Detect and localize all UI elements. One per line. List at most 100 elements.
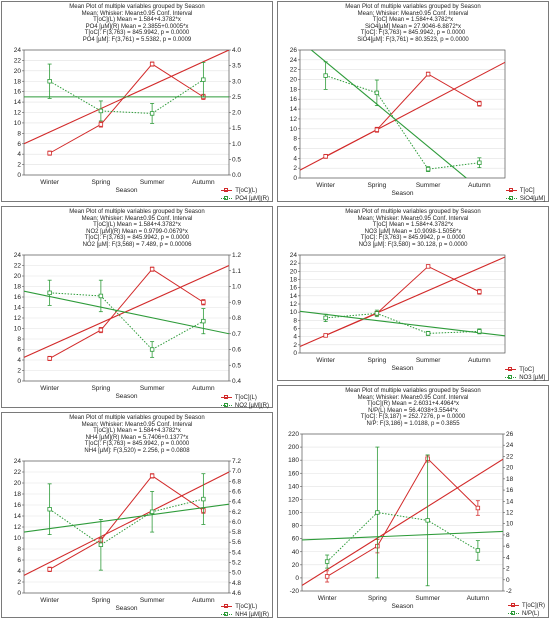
y-tick-label-left: 12	[290, 116, 298, 123]
legend-label: T[oC](R)	[522, 603, 545, 609]
y-tick-label-left: 8	[293, 317, 297, 324]
data-point	[201, 496, 206, 502]
y-tick-label-left: 14	[290, 293, 298, 300]
y-tick-label-right: 1.0	[232, 284, 241, 291]
chart-header-line: T[oC](L) Mean = 1.584+4.3782*x	[93, 222, 181, 229]
y-tick-label-left: 200	[288, 444, 299, 451]
y-tick-label-right: 18	[506, 476, 514, 483]
y-tick-label-left: 22	[290, 260, 298, 267]
chart-header-line: N/P(L) Mean = 56.4038+3.5544*x	[368, 407, 458, 414]
y-tick-label-left: 20	[14, 68, 22, 75]
y-tick-label-left: 0	[17, 590, 21, 597]
x-tick-label: Winter	[40, 179, 60, 186]
y-tick-label-right: 6.8	[232, 478, 241, 485]
x-tick-label: Spring	[91, 385, 110, 392]
y-tick-label-right: 3.0	[232, 78, 241, 85]
chart-header-line: Mean; Whisker: Mean±0.95 Conf. Interval	[357, 10, 469, 17]
y-tick-label-right: 5.4	[232, 549, 241, 556]
chart-header-line: T[oC]: F(3,187) = 252.7276, p = 0.0000	[360, 414, 466, 421]
trend-line-t-oc-r	[302, 458, 503, 586]
chart-header-line: T[oC]: F(3,763) = 845.9942, p = 0.0000	[84, 235, 190, 242]
series-t-oc-l	[24, 50, 229, 156]
data-point	[324, 574, 330, 579]
y-tick-label-right: 1.5	[232, 125, 241, 132]
y-tick-label-right: 3.5	[232, 63, 241, 70]
trend-line-nh4-m-r	[24, 503, 229, 533]
chart-header-line: Mean; Whisker: Mean±0.95 Conf. Interval	[357, 394, 469, 401]
legend-item: T[oC](R)	[508, 602, 545, 610]
chart-header-line: T[oC](L) Mean = 1.584+4.3782*x	[93, 17, 181, 24]
y-tick-label-left: 2	[17, 162, 21, 169]
y-tick-label-left: 10	[14, 326, 22, 333]
y-tick-label-left: 4	[293, 334, 297, 341]
y-tick-label-left: 18	[14, 78, 22, 85]
x-axis-label: Season	[115, 605, 137, 612]
y-tick-label-right: 24	[506, 442, 514, 449]
series-line-n-p-l	[326, 511, 479, 562]
chart-header-line: T[oC]: F(3,763) = 845.9942, p = 0.0000	[84, 30, 190, 37]
y-tick-label-left: 10	[290, 126, 298, 133]
y-tick-label-left: 2	[17, 579, 21, 586]
chart-plot-nh4: 0246810121416182022244.64.85.05.25.45.65…	[14, 458, 242, 612]
legend-label: T[oC]	[519, 188, 535, 194]
x-tick-label: Spring	[91, 597, 110, 604]
y-tick-label-right: 6	[506, 543, 510, 550]
x-tick-label: Autumn	[468, 182, 491, 189]
legend-item: T[oC]	[505, 187, 545, 195]
plot-frame	[23, 460, 230, 594]
y-tick-label-right: 22	[506, 453, 514, 460]
chart-header-line: T[oC]: F(3,763) = 845.9942, p = 0.0000	[360, 30, 466, 37]
legend-label: NH4 [µM](R)	[235, 612, 269, 618]
chart-header-line: Mean; Whisker: Mean±0.95 Conf. Interval	[81, 421, 193, 428]
legend-item: T[oC](L)	[221, 603, 269, 611]
y-tick-label-left: 26	[290, 47, 298, 54]
chart-header-line: NO2 [µM](R) Mean = 0.9799-0.0679*x	[86, 228, 188, 235]
x-tick-label: Spring	[368, 595, 387, 602]
chart-header-line: Mean Plot of multiple variables grouped …	[345, 388, 481, 394]
chart-header-line: T[oC] Mean = 1.584+4.3782*x	[372, 17, 454, 24]
y-tick-label-right: -2	[506, 588, 512, 595]
legend-label: NO2 [µM](R)	[234, 403, 269, 409]
y-tick-label-left: 16	[14, 294, 22, 301]
y-tick-label-left: 0	[17, 172, 21, 179]
data-point	[477, 101, 482, 106]
y-tick-label-left: 4	[17, 357, 21, 364]
data-point	[475, 548, 481, 553]
legend-swatch	[505, 375, 517, 381]
plot-frame	[299, 49, 506, 179]
data-point	[475, 505, 481, 511]
x-tick-label: Autumn	[192, 385, 215, 392]
x-tick-label: Winter	[40, 597, 60, 604]
series-t-oc-l	[24, 264, 229, 361]
data-point	[98, 542, 104, 547]
chart-header-line: NO3 [µM]: F(3,580) = 30.128, p = 0.0000	[358, 241, 468, 248]
series-line-t-oc-l	[49, 268, 204, 359]
data-point	[425, 71, 431, 77]
legend-label: T[oC](L)	[234, 395, 257, 401]
trend-line-t-oc-l	[24, 264, 229, 358]
data-point	[47, 290, 52, 295]
y-tick-label-left: 60	[292, 536, 300, 543]
x-tick-label: Winter	[318, 595, 338, 602]
legend-item: T[oC](L)	[221, 187, 269, 195]
y-tick-label-left: 8	[17, 130, 21, 137]
y-tick-label-left: 18	[290, 277, 298, 284]
y-tick-label-left: 20	[14, 273, 22, 280]
y-tick-label-left: 2	[293, 342, 297, 349]
x-axis-label: Season	[391, 603, 413, 610]
data-point	[47, 567, 52, 572]
y-tick-label-left: 40	[292, 549, 300, 556]
y-tick-label-left: 14	[14, 305, 22, 312]
series-nh4-m-r	[24, 473, 229, 571]
chart-header-line: NH4 [µM](R) Mean = 5.7406+0.1377*x	[85, 434, 189, 441]
y-tick-label-right: 4.0	[232, 47, 241, 54]
data-point	[149, 61, 155, 67]
y-tick-label-right: 0	[506, 577, 510, 584]
y-tick-label-left: 10	[14, 535, 22, 542]
y-tick-label-left: 18	[14, 284, 22, 291]
y-tick-label-left: 8	[17, 336, 21, 343]
x-tick-label: Spring	[367, 182, 386, 189]
data-point	[323, 315, 328, 321]
legend-swatch	[221, 196, 233, 202]
y-tick-label-right: 7.2	[232, 458, 241, 465]
